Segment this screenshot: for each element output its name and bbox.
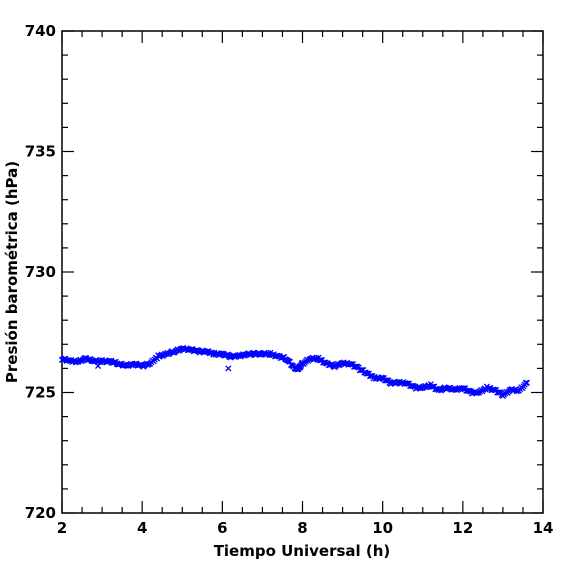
data-points <box>58 344 531 400</box>
data-point <box>432 386 439 393</box>
x-tick-label: 14 <box>533 519 554 537</box>
y-tick-label: 725 <box>25 384 56 402</box>
data-point <box>408 382 415 390</box>
data-point <box>95 362 102 370</box>
data-point <box>495 389 502 396</box>
data-point <box>383 377 390 384</box>
data-point <box>316 357 323 364</box>
data-point <box>352 363 359 370</box>
x-tick-label: 12 <box>452 519 473 537</box>
tick-labels: 2 4 6 8 10 12 14 720 725 730 735 740 <box>25 22 554 537</box>
y-tick-label: 720 <box>25 504 56 522</box>
x-tick-label: 8 <box>297 519 307 537</box>
data-point <box>464 387 471 394</box>
data-point <box>347 361 354 368</box>
data-point <box>225 365 232 372</box>
x-tick-label: 10 <box>372 519 393 537</box>
data-point <box>522 379 529 386</box>
x-tick-label: 6 <box>217 519 227 537</box>
x-tick-label: 4 <box>137 519 147 537</box>
y-tick-label: 730 <box>25 263 56 281</box>
axis-ticks <box>61 30 544 514</box>
data-point <box>357 367 364 374</box>
data-point <box>523 379 531 386</box>
x-tick-label: 2 <box>57 519 67 537</box>
data-point <box>367 372 374 380</box>
y-tick-label: 740 <box>25 22 56 40</box>
y-tick-label: 735 <box>25 143 56 161</box>
y-axis-label: Presión barométrica (hPa) <box>3 161 21 383</box>
data-point <box>459 385 466 392</box>
data-point <box>363 370 370 377</box>
data-point <box>403 380 410 387</box>
x-axis-label: Tiempo Universal (h) <box>214 542 391 560</box>
data-point <box>428 383 435 390</box>
plot-frame <box>61 30 544 514</box>
